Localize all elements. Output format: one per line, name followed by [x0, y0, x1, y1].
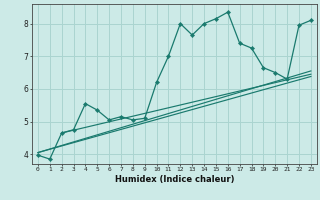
X-axis label: Humidex (Indice chaleur): Humidex (Indice chaleur)	[115, 175, 234, 184]
